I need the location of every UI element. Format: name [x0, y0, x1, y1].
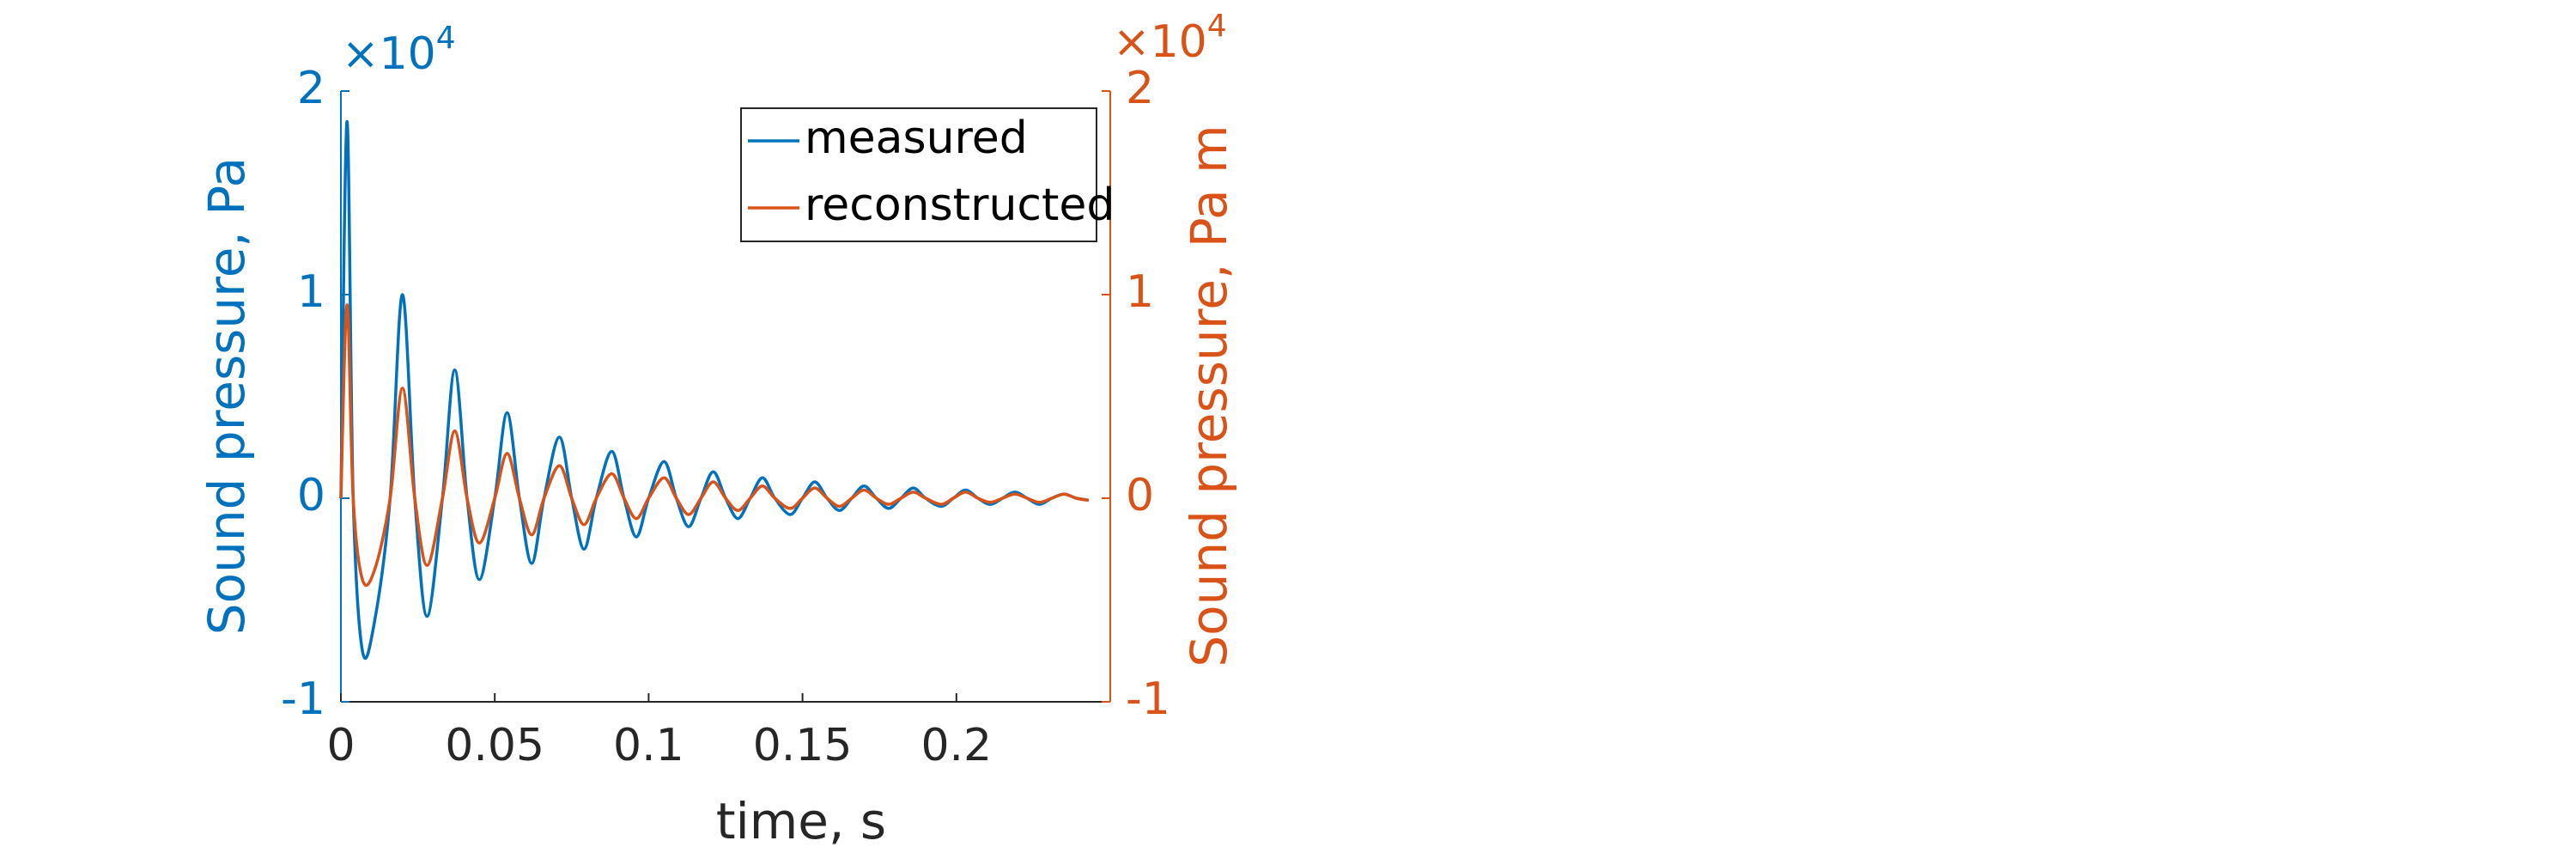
y-tick-label: -1	[281, 673, 325, 725]
x-tick-label: 0	[326, 720, 355, 771]
legend-box	[740, 107, 1097, 242]
y2-tick-label: 0	[1126, 470, 1154, 521]
y-axis-label: Sound pressure, Pa	[197, 157, 256, 635]
x-tick-label: 0.15	[753, 720, 853, 771]
y2-axis-label: Sound pressure, Pa m	[1180, 125, 1238, 667]
y2-exponent: ×104	[1113, 9, 1227, 68]
exponent-base: ×10	[342, 28, 436, 80]
y-tick-label: 0	[297, 470, 325, 521]
x-tick-label: 0.2	[920, 720, 992, 771]
exponent-base: ×10	[1113, 16, 1207, 68]
y-tick-label: 1	[297, 266, 325, 318]
legend: measured reconstructed	[740, 107, 1115, 242]
y2-tick-label: -1	[1126, 673, 1170, 725]
y-exponent: ×104	[342, 21, 456, 80]
series-line	[339, 303, 1090, 588]
x-tick-label: 0.1	[613, 720, 684, 771]
y-tick-label: 2	[297, 63, 325, 114]
legend-label: measured	[805, 113, 1028, 164]
legend-label: reconstructed	[805, 180, 1115, 231]
exponent-power: 4	[436, 21, 456, 56]
y2-tick-label: 2	[1126, 63, 1154, 114]
y2-tick-label: 1	[1126, 266, 1154, 318]
x-axis-label: time, s	[716, 792, 886, 850]
exponent-power: 4	[1207, 9, 1227, 44]
x-tick-label: 0.05	[445, 720, 544, 771]
